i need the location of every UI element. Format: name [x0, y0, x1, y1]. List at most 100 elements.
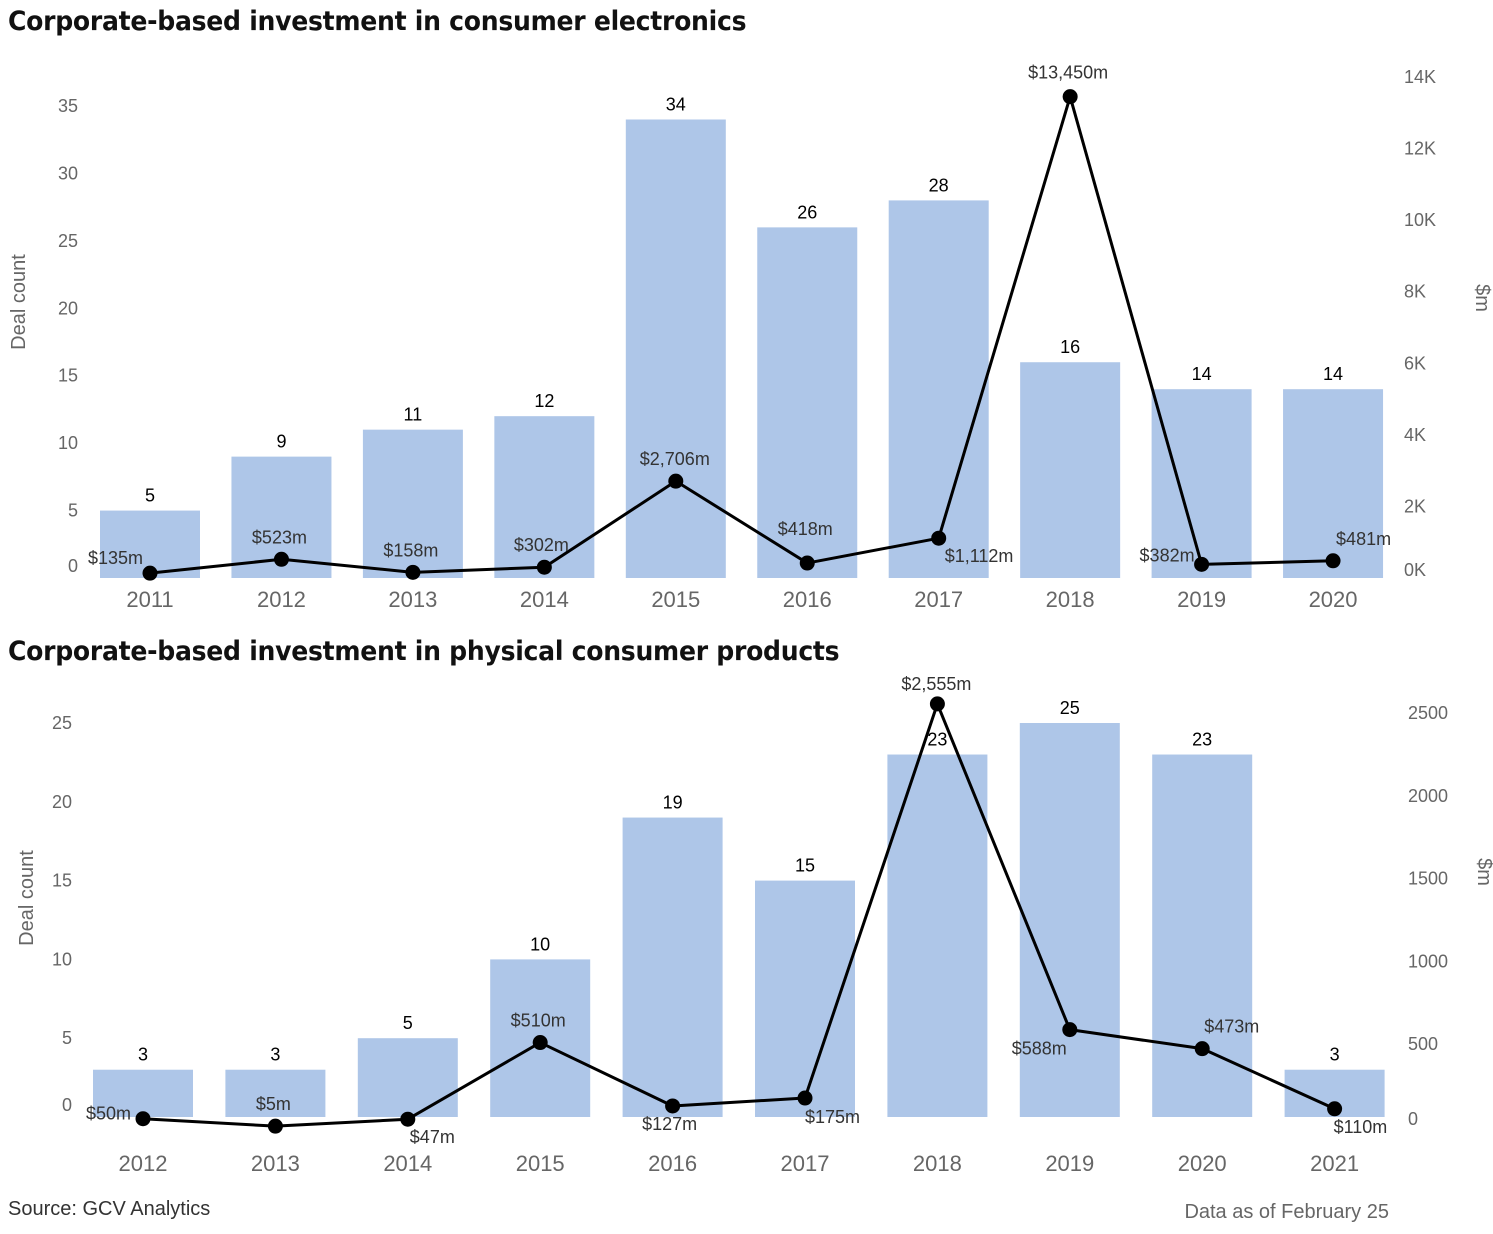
bar-value-label: 3	[138, 1045, 148, 1065]
y2-axis-tick-label: 1000	[1408, 951, 1448, 971]
bar-value-label: 15	[795, 856, 815, 876]
bar	[494, 416, 595, 578]
amount-marker	[1194, 1041, 1210, 1057]
x-axis-tick-label: 2016	[648, 1151, 697, 1176]
x-axis-tick-label: 2021	[1310, 1151, 1359, 1176]
bar-value-label: 23	[927, 730, 947, 750]
amount-marker	[1325, 553, 1341, 569]
y-axis-tick-label: 15	[52, 871, 72, 891]
y-axis-tick-label: 20	[52, 792, 72, 812]
amount-value-label: $158m	[383, 540, 438, 560]
amount-value-label: $523m	[252, 527, 307, 547]
amount-line	[142, 702, 1336, 1128]
bar	[1019, 723, 1120, 1117]
bar-value-label: 9	[276, 432, 286, 452]
amount-marker	[799, 555, 815, 571]
amount-marker	[797, 1090, 813, 1106]
y2-axis-tick-label: 12K	[1404, 139, 1436, 159]
bar	[755, 880, 855, 1117]
y-axis-tick-label: 10	[58, 433, 78, 453]
amount-marker	[135, 1111, 151, 1127]
chart-title-physical-consumer-products: Corporate-based investment in physical c…	[8, 636, 840, 667]
y2-axis-tick-label: 2000	[1408, 786, 1448, 806]
bar	[625, 119, 726, 578]
x-axis-tick-label: 2012	[119, 1151, 168, 1176]
amount-value-label: $588m	[1012, 1039, 1067, 1059]
amount-value-label: $47m	[410, 1127, 455, 1147]
bar-value-label: 34	[666, 94, 686, 114]
amount-value-label: $473m	[1204, 1017, 1259, 1037]
bar	[225, 1069, 326, 1117]
x-axis-tick-label: 2012	[257, 587, 306, 612]
source-note: Source: GCV Analytics	[8, 1198, 211, 1220]
y2-axis-tick-label: 10K	[1404, 210, 1436, 230]
bar-value-label: 28	[929, 175, 949, 195]
x-axis-tick-label: 2018	[913, 1151, 962, 1176]
x-axis-tick-label: 2015	[516, 1151, 565, 1176]
bar-value-label: 5	[145, 486, 155, 506]
bar	[1151, 389, 1252, 578]
amount-value-label: $510m	[511, 1011, 566, 1031]
y2-axis-tick-label: 2K	[1404, 496, 1426, 516]
amount-value-label: $110m	[1334, 1117, 1388, 1137]
y-axis-tick-label: 15	[58, 366, 78, 386]
amount-marker	[1194, 556, 1210, 572]
bar	[622, 817, 723, 1117]
amount-marker	[400, 1111, 416, 1127]
y-axis-tick-label: 0	[62, 1095, 72, 1115]
bar-value-label: 25	[1060, 698, 1080, 718]
amount-value-label: $2,555m	[901, 674, 971, 694]
x-axis-tick-label: 2020	[1178, 1151, 1227, 1176]
bar	[1152, 754, 1253, 1117]
bar-value-label: 14	[1192, 364, 1212, 384]
x-axis-tick-label: 2017	[914, 587, 963, 612]
bar-value-label: 23	[1192, 730, 1212, 750]
amount-value-label: $50m	[86, 1104, 131, 1124]
y-axis-tick-label: 25	[52, 713, 72, 733]
y-axis-tick-label: 5	[62, 1028, 72, 1048]
bar	[1283, 389, 1384, 578]
bar-value-label: 11	[404, 405, 423, 425]
amount-marker	[665, 1098, 681, 1114]
bar-value-label: 16	[1060, 337, 1080, 357]
bar-value-label: 19	[663, 793, 683, 813]
y-axis-title: Deal count	[8, 254, 30, 350]
bar	[357, 1038, 458, 1117]
bar-value-label: 3	[270, 1045, 280, 1065]
y2-axis-tick-label: 1500	[1408, 869, 1448, 889]
amount-marker	[405, 564, 421, 580]
amount-value-label: $302m	[514, 535, 569, 555]
y-axis-title: Deal count	[16, 850, 38, 946]
chart-title-consumer-electronics: Corporate-based investment in consumer e…	[8, 6, 747, 37]
bar	[888, 200, 989, 578]
y2-axis-tick-label: 2500	[1408, 703, 1448, 723]
x-axis-tick-label: 2016	[783, 587, 832, 612]
x-axis-tick-label: 2020	[1309, 587, 1358, 612]
amount-value-label: $127m	[642, 1114, 697, 1134]
bar-value-label: 14	[1323, 364, 1343, 384]
bar	[362, 429, 463, 578]
y2-axis-tick-label: 0K	[1404, 560, 1426, 580]
amount-marker	[142, 565, 158, 581]
x-axis-tick-label: 2015	[651, 587, 700, 612]
amount-marker	[267, 1118, 283, 1134]
y-axis-tick-label: 25	[58, 231, 78, 251]
y2-axis-tick-label: 0	[1408, 1109, 1418, 1129]
y-axis-tick-label: 30	[58, 163, 78, 183]
y2-axis-title: $m	[1471, 284, 1493, 312]
bar	[1020, 362, 1121, 578]
x-axis-tick-label: 2011	[126, 587, 173, 612]
amount-value-label: $481m	[1336, 529, 1391, 549]
amount-line	[149, 95, 1334, 575]
bar-value-label: 10	[530, 934, 550, 954]
y-axis-tick-label: 20	[58, 298, 78, 318]
y2-axis-tick-label: 14K	[1404, 67, 1436, 87]
amount-marker	[1062, 1022, 1078, 1038]
x-axis-tick-label: 2013	[251, 1151, 300, 1176]
amount-value-label: $2,706m	[640, 449, 710, 469]
amount-value-label: $175m	[805, 1107, 860, 1127]
amount-value-label: $418m	[778, 519, 833, 539]
amount-value-label: $382m	[1140, 545, 1195, 565]
amount-marker	[532, 1035, 548, 1051]
